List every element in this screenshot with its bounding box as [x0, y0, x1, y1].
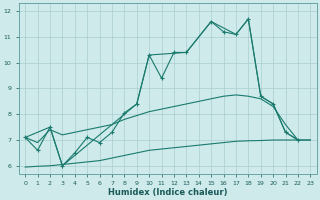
X-axis label: Humidex (Indice chaleur): Humidex (Indice chaleur) [108, 188, 228, 197]
